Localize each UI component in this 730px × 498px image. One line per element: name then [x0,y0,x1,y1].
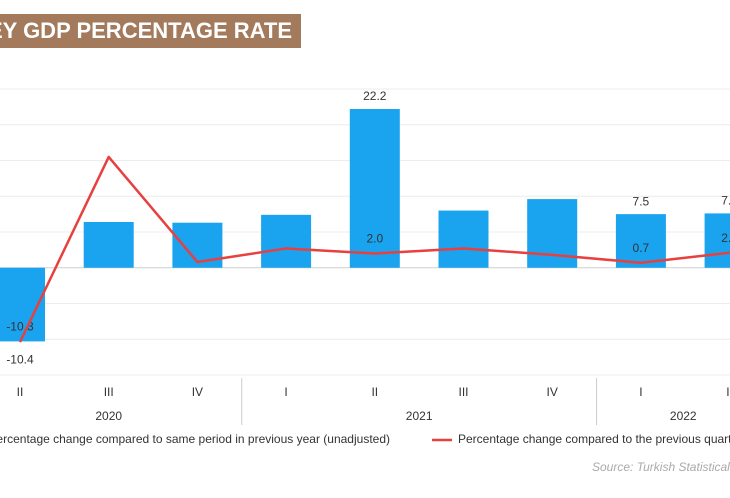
x-tick-label: III [104,385,114,399]
bar [615,214,666,268]
x-tick-label: II [371,385,378,399]
bar [438,210,489,268]
x-tick-label: IV [192,385,203,399]
x-tick-label: II [726,385,730,399]
line-value-label: 0.7 [633,241,650,255]
x-tick-label: I [639,385,642,399]
title-box [0,14,301,48]
bar-value-label: 7.5 [633,194,650,208]
line-value-label: 2.1 [721,231,730,245]
x-tick-label: IV [547,385,558,399]
year-label: 2022 [670,409,697,423]
bar-value-label: 22.2 [363,89,387,103]
chart-title: TURKEY GDP PERCENTAGE RATE [0,18,292,43]
source: Source: Turkish Statistical Institute [592,460,730,474]
line [18,155,730,343]
x-tick-label: II [17,385,24,399]
line-value-label: -10.4 [6,352,34,366]
x-tick-label: I [284,385,287,399]
bar-value-label: 7.6 [721,194,730,208]
line-value-label: 2.0 [366,232,383,246]
bar [349,109,400,268]
x-tick-label: III [458,385,468,399]
legend-label: Percentage change compared to the previo… [458,432,730,446]
legend-label: Percentage change compared to same perio… [0,432,390,446]
bar [261,214,312,268]
year-label: 2020 [95,409,122,423]
bar [83,221,134,268]
bar [704,213,730,268]
year-label: 2021 [406,409,433,423]
